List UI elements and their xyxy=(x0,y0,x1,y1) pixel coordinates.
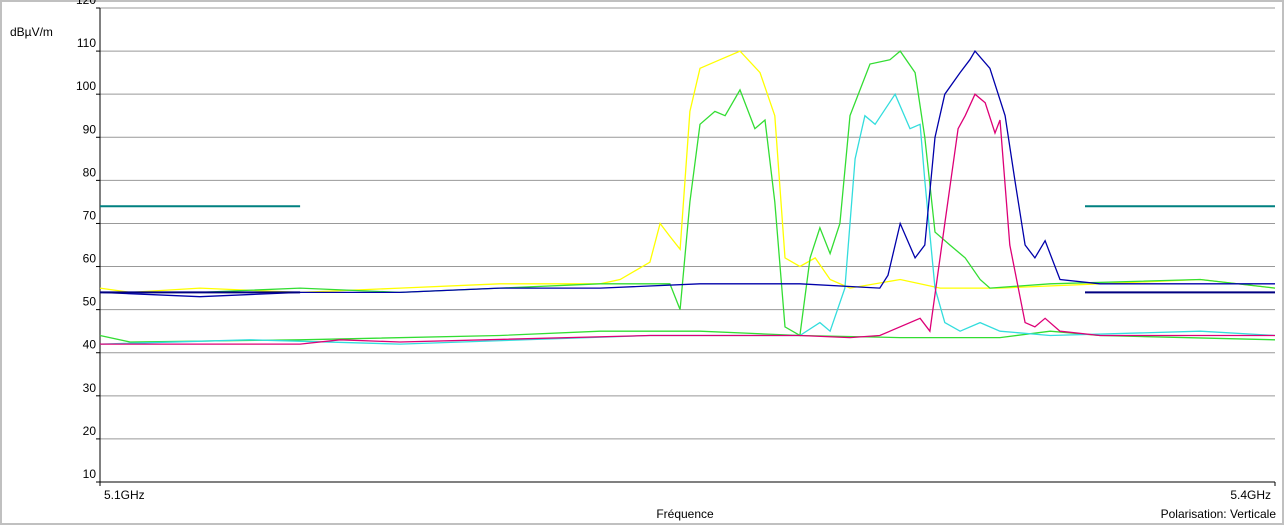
y-tick-label: 40 xyxy=(83,338,97,352)
series-line xyxy=(100,93,1275,345)
y-tick-label: 20 xyxy=(83,424,97,438)
series-line xyxy=(99,49,1275,298)
y-tick-label: 110 xyxy=(77,36,96,50)
y-tick-label: 30 xyxy=(83,381,97,395)
y-tick-label: 10 xyxy=(83,467,97,481)
y-tick-label: 120 xyxy=(76,0,96,7)
series-line xyxy=(99,50,1276,294)
y-tick-label: 50 xyxy=(83,295,97,309)
x-tick-label: 5.1GHz xyxy=(104,488,145,502)
y-tick-label: 100 xyxy=(76,79,96,93)
y-tick-label: 80 xyxy=(83,165,97,179)
x-axis-label: Fréquence xyxy=(656,507,714,521)
y-tick-label: 90 xyxy=(83,122,97,136)
y-axis-label: dBµV/m xyxy=(10,25,53,39)
y-tick-label: 60 xyxy=(83,252,97,266)
y-tick-label: 70 xyxy=(83,208,97,222)
annotation: Polarisation: Verticale xyxy=(1161,507,1277,521)
x-tick-label: 5.4GHz xyxy=(1230,488,1271,502)
